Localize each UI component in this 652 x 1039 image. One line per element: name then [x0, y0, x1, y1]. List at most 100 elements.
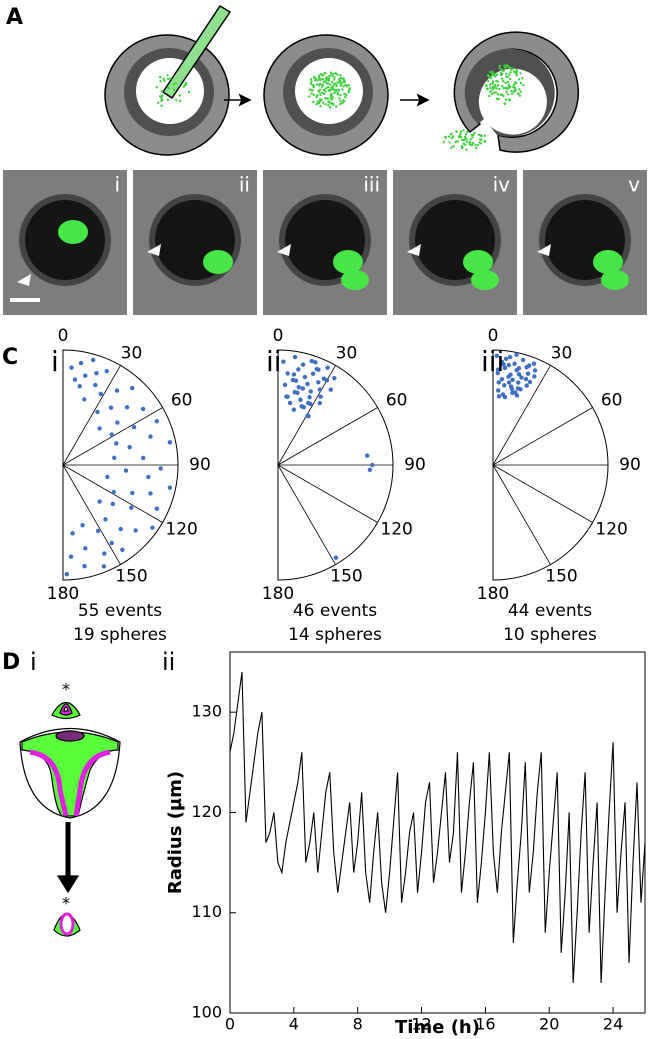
cell-dot [172, 82, 176, 86]
cell-dot [328, 74, 331, 78]
cell-dot [454, 140, 457, 144]
cell-dot [491, 85, 495, 89]
cell-dot [515, 68, 518, 72]
point [516, 372, 522, 377]
point [494, 353, 500, 359]
image-label: ii [239, 173, 250, 197]
cell-dot [345, 93, 348, 97]
point [516, 366, 522, 371]
cell-dot [514, 82, 518, 85]
cell-dot [505, 90, 508, 93]
point [70, 531, 75, 536]
cell-dot [319, 72, 322, 76]
cell-dot [328, 106, 332, 109]
theta-tick-label: 180 [262, 584, 294, 604]
theta-tick-label: 150 [115, 567, 147, 587]
annotation: 55 events [78, 601, 162, 621]
grid-line [277, 407, 378, 466]
cell-dot [338, 79, 341, 82]
cell-dot [182, 85, 185, 89]
cell-dot [494, 91, 498, 94]
point [495, 370, 501, 376]
image-label: iv [493, 173, 511, 197]
cell-dot [316, 79, 319, 82]
point [507, 354, 513, 360]
point [298, 397, 303, 402]
theta-tick-label: 120 [165, 520, 197, 540]
cell-dot [317, 84, 321, 87]
grid-line [62, 365, 121, 466]
cell-dot [469, 138, 472, 141]
cell-dot [495, 79, 498, 83]
point [120, 547, 125, 552]
cell-dot [495, 97, 499, 100]
svg-text:*: * [62, 894, 70, 913]
cell-dot [495, 73, 499, 76]
cell-dot [167, 86, 170, 90]
point [295, 390, 300, 395]
point [306, 414, 311, 419]
x-tick-label: 16 [475, 1015, 495, 1034]
cell-dot [334, 88, 338, 92]
cell-dot [310, 80, 313, 83]
point [148, 491, 153, 496]
cell-dot [462, 129, 465, 132]
cell-dot [479, 138, 483, 142]
point [515, 386, 521, 391]
cell-dot [308, 88, 311, 91]
point [332, 375, 337, 381]
cell-dot [335, 84, 338, 88]
cell-dot [332, 82, 336, 86]
cell-dot [465, 140, 469, 143]
point [309, 358, 314, 364]
point [502, 365, 508, 371]
cell-dot [185, 81, 188, 85]
cell-dot [321, 101, 325, 104]
grid-line [492, 365, 551, 466]
point [499, 377, 505, 382]
cell-dot [517, 92, 520, 95]
cell-dot [333, 91, 336, 95]
grid-line [277, 464, 378, 523]
panel-label: A [6, 5, 23, 30]
point [310, 371, 316, 376]
annotation: 46 events [293, 601, 377, 621]
theta-tick-label: 30 [336, 343, 358, 363]
cell-dot [340, 82, 343, 86]
point [313, 360, 318, 365]
point [154, 506, 160, 511]
point [98, 391, 103, 397]
cell-dot [450, 146, 453, 149]
cell-dot [514, 71, 517, 74]
cell-dot [498, 64, 501, 68]
cell-dot [327, 100, 330, 104]
cell-dot [311, 89, 314, 92]
cell-dot [494, 75, 497, 78]
fluorescence [58, 220, 88, 244]
theta-tick-label: 30 [121, 343, 143, 363]
cell-dot [329, 71, 333, 74]
theta-tick-label: 120 [380, 520, 412, 540]
cell-dot [322, 80, 326, 84]
point [496, 394, 502, 399]
cell-dot [329, 83, 332, 86]
cell-dot [334, 82, 338, 85]
point [105, 474, 110, 480]
point [291, 407, 297, 412]
cell-dot [160, 104, 163, 107]
point [370, 462, 375, 468]
cell-dot [455, 130, 458, 133]
cell-dot [347, 84, 351, 87]
cell-dot [159, 96, 163, 99]
cell-dot [166, 77, 170, 81]
point [103, 517, 108, 522]
cell-dot [461, 138, 464, 142]
point [307, 395, 312, 400]
arrow [407, 244, 421, 256]
cell-dot [447, 135, 451, 138]
plot-frame [229, 651, 646, 1014]
cell-dot [488, 94, 491, 98]
point [124, 405, 130, 410]
cell-dot [172, 88, 176, 91]
cell-dot [486, 74, 490, 77]
